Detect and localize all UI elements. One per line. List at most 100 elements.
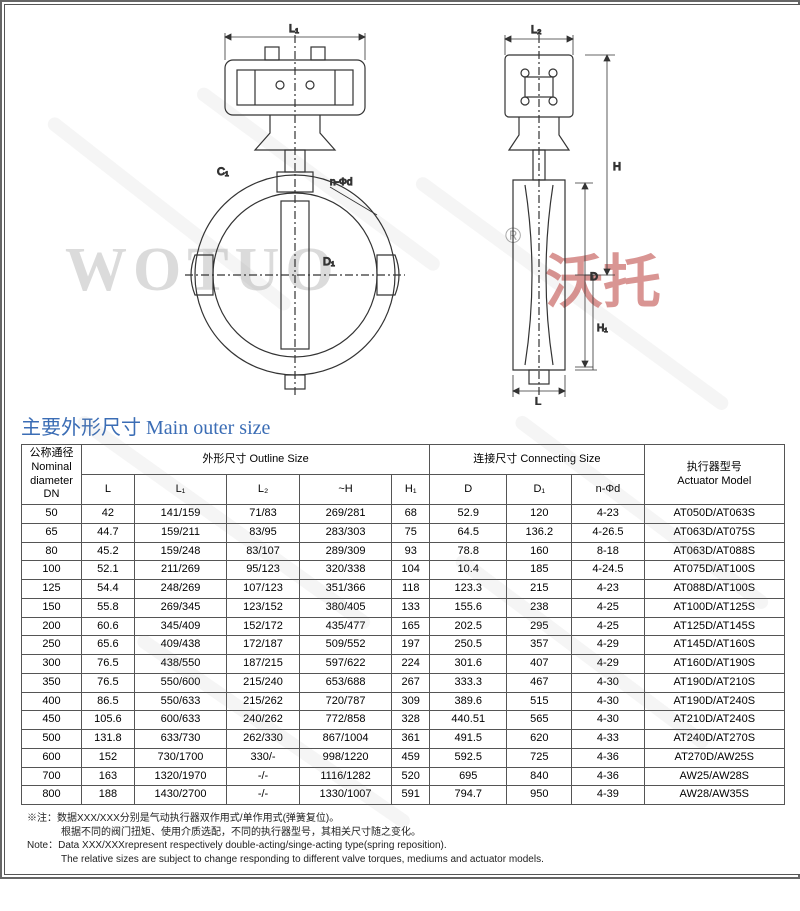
cell-D: 78.8	[430, 542, 507, 561]
table-row: 600152730/1700330/-998/1220459592.57254-…	[22, 748, 785, 767]
table-row: 5042141/15971/83269/2816852.91204-23AT05…	[22, 505, 785, 524]
th-connecting: 连接尺寸 Connecting Size	[430, 445, 644, 475]
cell-D1: 136.2	[507, 523, 572, 542]
cell-D1: 840	[507, 767, 572, 786]
cell-D1: 357	[507, 636, 572, 655]
size-table-wrap: 公称通径 Nominal diameter DN 外形尺寸 Outline Si…	[5, 444, 800, 809]
table-row: 10052.1211/26995/123320/33810410.41854-2…	[22, 561, 785, 580]
cell-dn: 100	[22, 561, 82, 580]
cell-act: AT270D/AW25S	[644, 748, 784, 767]
cell-L2: 95/123	[227, 561, 300, 580]
cell-H1: 68	[392, 505, 430, 524]
table-row: 20060.6345/409152/172435/477165202.52954…	[22, 617, 785, 636]
cell-dn: 450	[22, 711, 82, 730]
cell-H: 320/338	[299, 561, 391, 580]
cell-L2: 215/240	[227, 673, 300, 692]
th-h: ~H	[299, 475, 391, 505]
footnote-l1: ※注：数据XXX/XXX分别是气动执行器双作用式/单作用式(弹簧复位)。	[27, 812, 785, 826]
cell-dn: 350	[22, 673, 82, 692]
th-actuator: 执行器型号 Actuator Model	[644, 445, 784, 505]
table-row: 25065.6409/438172/187509/552197250.53574…	[22, 636, 785, 655]
cell-L1: 550/600	[134, 673, 226, 692]
cell-H: 1116/1282	[299, 767, 391, 786]
cell-H1: 75	[392, 523, 430, 542]
cell-D1: 515	[507, 692, 572, 711]
cell-dn: 250	[22, 636, 82, 655]
cell-act: AT190D/AT240S	[644, 692, 784, 711]
cell-nphi: 4-36	[572, 767, 644, 786]
cell-H1: 165	[392, 617, 430, 636]
cell-L1: 633/730	[134, 730, 226, 749]
cell-D: 389.6	[430, 692, 507, 711]
valve-drawing: L₁ C₁ n-Φd D₁	[185, 15, 685, 405]
table-row: 450105.6600/633240/262772/858328440.5156…	[22, 711, 785, 730]
cell-L2: 187/215	[227, 655, 300, 674]
dim-l2: L₂	[531, 24, 541, 36]
cell-H: 998/1220	[299, 748, 391, 767]
dim-c1: C₁	[217, 166, 229, 178]
cell-nphi: 4-29	[572, 636, 644, 655]
cell-H1: 309	[392, 692, 430, 711]
cell-D: 794.7	[430, 786, 507, 805]
cell-nphi: 4-29	[572, 655, 644, 674]
cell-D: 250.5	[430, 636, 507, 655]
cell-L1: 141/159	[134, 505, 226, 524]
dim-l: L	[535, 396, 541, 405]
cell-H1: 224	[392, 655, 430, 674]
cell-H1: 361	[392, 730, 430, 749]
cell-L1: 1430/2700	[134, 786, 226, 805]
cell-L1: 159/211	[134, 523, 226, 542]
cell-dn: 150	[22, 598, 82, 617]
cell-H1: 520	[392, 767, 430, 786]
footnote-l2: 根据不同的阀门扭矩、使用介质选配，不同的执行器型号，其相关尺寸随之变化。	[27, 826, 785, 840]
cell-L: 76.5	[82, 673, 135, 692]
cell-nphi: 4-39	[572, 786, 644, 805]
cell-dn: 800	[22, 786, 82, 805]
dim-d: D	[590, 271, 598, 283]
cell-D: 695	[430, 767, 507, 786]
cell-L2: 240/262	[227, 711, 300, 730]
cell-L2: 123/152	[227, 598, 300, 617]
cell-L: 76.5	[82, 655, 135, 674]
cell-L2: 107/123	[227, 580, 300, 599]
cell-nphi: 4-25	[572, 617, 644, 636]
cell-D1: 295	[507, 617, 572, 636]
table-row: 12554.4248/269107/123351/366118123.32154…	[22, 580, 785, 599]
th-h1: H₁	[392, 475, 430, 505]
cell-D: 155.6	[430, 598, 507, 617]
cell-dn: 50	[22, 505, 82, 524]
th-outline: 外形尺寸 Outline Size	[82, 445, 430, 475]
cell-H1: 93	[392, 542, 430, 561]
dim-h: H	[613, 161, 621, 173]
cell-nphi: 4-24.5	[572, 561, 644, 580]
cell-act: AT210D/AT240S	[644, 711, 784, 730]
cell-D: 592.5	[430, 748, 507, 767]
cell-H1: 267	[392, 673, 430, 692]
page-frame: WOTUO ® 沃托	[0, 0, 800, 879]
cell-D: 333.3	[430, 673, 507, 692]
cell-nphi: 4-33	[572, 730, 644, 749]
cell-H: 283/303	[299, 523, 391, 542]
cell-dn: 400	[22, 692, 82, 711]
cell-nphi: 8-18	[572, 542, 644, 561]
cell-dn: 65	[22, 523, 82, 542]
cell-nphi: 4-30	[572, 673, 644, 692]
th-l1: L₁	[134, 475, 226, 505]
cell-D1: 565	[507, 711, 572, 730]
cell-act: AT240D/AT270S	[644, 730, 784, 749]
cell-act: AT190D/AT210S	[644, 673, 784, 692]
cell-L1: 730/1700	[134, 748, 226, 767]
table-row: 8001881430/2700-/-1330/1007591794.79504-…	[22, 786, 785, 805]
footnote: ※注：数据XXX/XXX分别是气动执行器双作用式/单作用式(弹簧复位)。 根据不…	[5, 809, 800, 874]
cell-H1: 591	[392, 786, 430, 805]
cell-dn: 600	[22, 748, 82, 767]
cell-H: 351/366	[299, 580, 391, 599]
cell-D: 202.5	[430, 617, 507, 636]
cell-act: AT050D/AT063S	[644, 505, 784, 524]
cell-L1: 409/438	[134, 636, 226, 655]
cell-act: AT063D/AT075S	[644, 523, 784, 542]
cell-L2: 172/187	[227, 636, 300, 655]
cell-act: AT088D/AT100S	[644, 580, 784, 599]
cell-act: AW28/AW35S	[644, 786, 784, 805]
cell-nphi: 4-25	[572, 598, 644, 617]
